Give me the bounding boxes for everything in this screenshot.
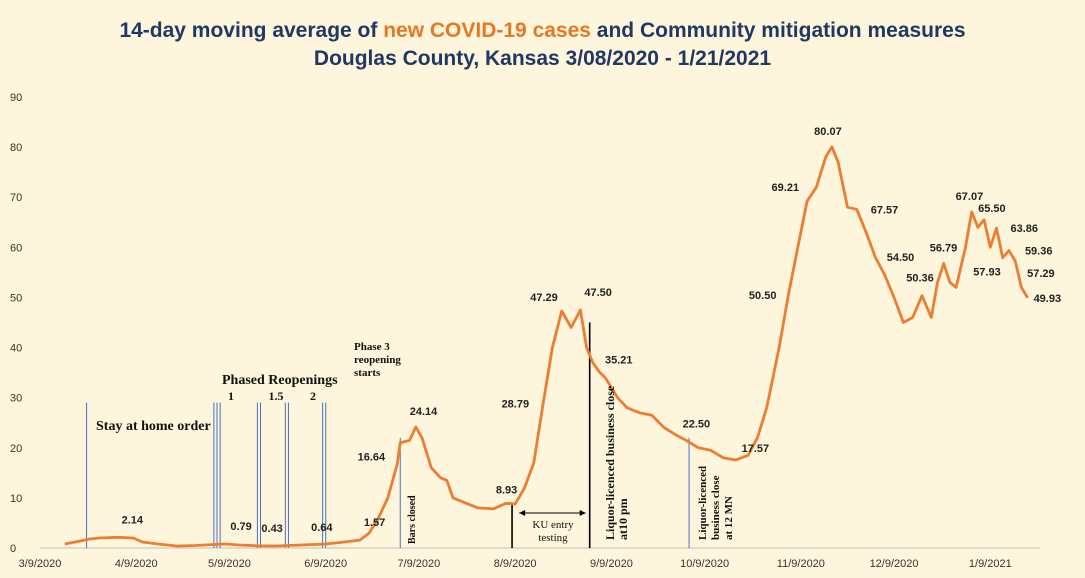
data-label: 59.36 <box>1025 246 1053 258</box>
chart-title-line2: Douglas County, Kansas 3/08/2020 - 1/21/… <box>313 47 772 70</box>
data-label: 50.50 <box>749 290 777 302</box>
x-tick-label: 12/9/2020 <box>870 558 919 570</box>
x-tick-label: 1/9/2021 <box>969 558 1012 570</box>
data-label: 63.86 <box>1011 223 1039 235</box>
annotation-phase-number: 1 <box>228 389 234 403</box>
data-label: 1.57 <box>364 517 385 529</box>
annotation-ku-entry: testing <box>538 532 568 544</box>
y-tick-label: 10 <box>10 493 22 505</box>
title-prefix: 14-day moving average of <box>119 19 384 42</box>
x-tick-label: 6/9/2020 <box>304 558 347 570</box>
x-tick-label: 10/9/2020 <box>680 558 729 570</box>
ku-arrow-head-right <box>579 510 586 516</box>
data-label: 65.50 <box>978 203 1006 215</box>
data-label: 8.93 <box>496 484 517 496</box>
data-label: 2.14 <box>122 514 144 526</box>
annotation-stay-home: Stay at home order <box>96 419 211 434</box>
data-label: 28.79 <box>502 399 530 411</box>
title-highlight: new COVID-19 cases <box>383 19 591 42</box>
data-label: 54.50 <box>887 252 915 264</box>
ku-arrow-head-left <box>519 510 526 516</box>
data-label: 49.93 <box>1034 293 1062 305</box>
y-tick-label: 90 <box>10 92 22 104</box>
annotation-liquor-10pm: Liquor-licenced business close <box>603 385 617 540</box>
data-label: 47.29 <box>530 292 558 304</box>
series-line <box>64 145 1029 548</box>
annotation-phase3: reopening <box>354 354 401 366</box>
annotation-phase-number: 1.5 <box>269 389 284 403</box>
data-label: 67.57 <box>871 204 899 216</box>
annotation-phase3: starts <box>354 367 381 379</box>
y-tick-label: 60 <box>10 242 22 254</box>
annotation-liquor-12mn: Liquor-licenced <box>697 466 709 540</box>
data-label: 0.79 <box>230 521 251 533</box>
data-label: 67.07 <box>956 191 984 203</box>
annotation-liquor-10pm: at10 pm <box>616 498 630 540</box>
annotation-liquor-12mn: at 12 MN <box>723 496 735 540</box>
x-tick-label: 7/9/2020 <box>397 558 440 570</box>
y-tick-label: 40 <box>10 343 22 355</box>
annotation-ku-entry: KU entry <box>532 519 574 531</box>
data-label: 16.64 <box>358 452 386 464</box>
data-label: 57.29 <box>1027 268 1055 280</box>
data-label: 24.14 <box>410 406 438 418</box>
data-label: 47.50 <box>584 287 612 299</box>
data-label: 80.07 <box>814 126 842 138</box>
annotation-liquor-12mn: business close <box>710 475 722 540</box>
x-tick-label: 3/9/2020 <box>19 558 62 570</box>
data-label: 17.57 <box>742 443 770 455</box>
x-tick-label: 8/9/2020 <box>494 558 537 570</box>
data-label: 0.64 <box>311 522 333 534</box>
x-tick-label: 4/9/2020 <box>115 558 158 570</box>
y-tick-label: 70 <box>10 192 22 204</box>
data-label: 56.79 <box>930 242 958 254</box>
y-tick-label: 50 <box>10 292 22 304</box>
chart-title-line1: 14-day moving average of new COVID-19 ca… <box>0 18 1085 44</box>
data-label: 35.21 <box>605 355 633 367</box>
data-label: 57.93 <box>973 267 1001 279</box>
x-tick-label: 5/9/2020 <box>208 558 251 570</box>
title-suffix: and Community mitigation measures <box>590 19 966 42</box>
x-tick-label: 9/9/2020 <box>590 558 633 570</box>
data-label: 50.36 <box>906 273 934 285</box>
annotation-bars-closed: Bars closed <box>407 495 418 544</box>
y-tick-label: 0 <box>10 543 16 555</box>
y-tick-label: 20 <box>10 443 22 455</box>
x-tick-label: 11/9/2020 <box>777 558 825 570</box>
annotation-phase-number: 2 <box>310 389 316 403</box>
y-tick-label: 80 <box>10 142 22 154</box>
data-label: 69.21 <box>772 182 800 194</box>
y-tick-label: 30 <box>10 393 22 405</box>
annotation-phase3: Phase 3 <box>354 341 390 353</box>
annotation-phased-reopenings: Phased Reopenings <box>222 373 338 388</box>
data-label: 22.50 <box>683 418 711 430</box>
data-label: 0.43 <box>261 523 282 535</box>
